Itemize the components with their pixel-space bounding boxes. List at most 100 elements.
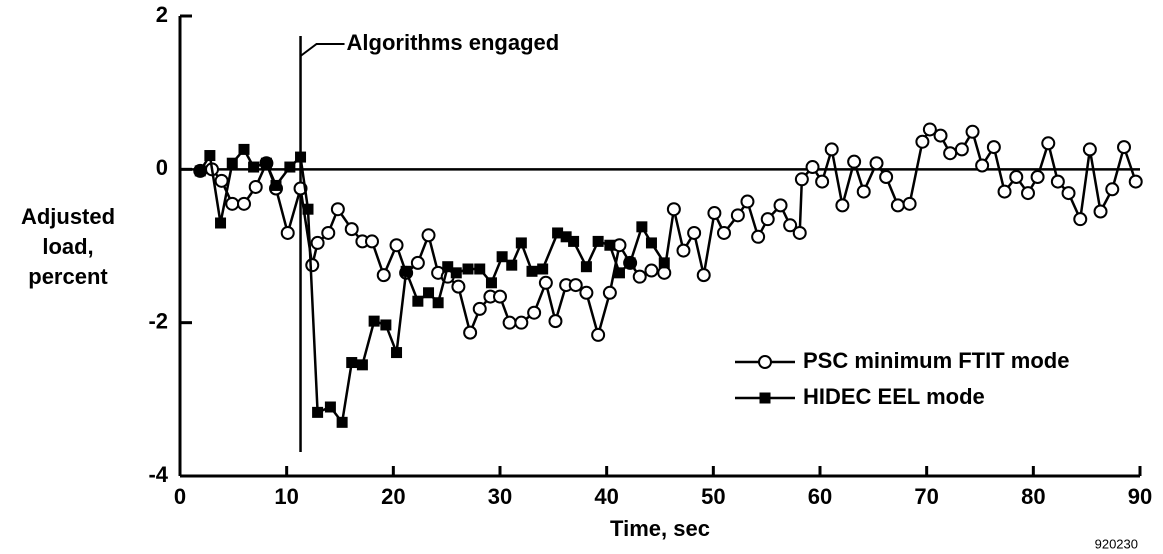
- annotation-text: Algorithms engaged: [347, 30, 560, 55]
- point: [890, 198, 905, 213]
- point: [568, 278, 583, 293]
- point: [537, 263, 549, 275]
- y-axis-label: Adjusted: [21, 204, 115, 229]
- point: [965, 124, 980, 139]
- point: [302, 203, 314, 215]
- point: [391, 347, 403, 359]
- point: [280, 225, 295, 240]
- point: [270, 179, 282, 191]
- point: [666, 202, 681, 217]
- point: [365, 234, 379, 249]
- point: [527, 305, 542, 320]
- point: [560, 231, 572, 243]
- point: [1061, 186, 1076, 201]
- point: [879, 170, 894, 184]
- point: [943, 146, 958, 161]
- point: [760, 212, 775, 227]
- point: [376, 268, 391, 283]
- point: [676, 243, 691, 258]
- point: [1093, 204, 1108, 219]
- point: [915, 134, 930, 149]
- point: [493, 289, 507, 304]
- point: [604, 239, 616, 251]
- point: [450, 267, 462, 279]
- point: [485, 277, 497, 289]
- x-tick-label: 0: [174, 484, 186, 509]
- y-axis-label: load,: [42, 234, 93, 259]
- point: [1117, 140, 1131, 155]
- point: [474, 263, 486, 275]
- point: [548, 314, 563, 329]
- point: [204, 150, 216, 162]
- point: [295, 151, 307, 163]
- point: [238, 143, 250, 155]
- series-line: [200, 127, 1137, 340]
- point: [1105, 182, 1120, 197]
- point: [368, 315, 380, 327]
- point: [463, 325, 478, 340]
- point: [215, 217, 227, 229]
- x-tick-label: 70: [914, 484, 938, 509]
- point: [506, 259, 518, 271]
- point: [410, 255, 425, 270]
- y-axis-label: percent: [28, 264, 108, 289]
- point: [986, 140, 1001, 155]
- point: [773, 198, 788, 213]
- point: [751, 229, 766, 244]
- point: [310, 235, 325, 250]
- point: [740, 194, 755, 209]
- point: [613, 267, 625, 279]
- y-tick-label: 2: [156, 2, 168, 27]
- point: [856, 184, 871, 199]
- point: [305, 258, 320, 273]
- point: [1021, 186, 1035, 201]
- point: [835, 198, 850, 213]
- y-tick-label: -2: [148, 308, 168, 333]
- point: [568, 235, 580, 247]
- point: [579, 285, 594, 300]
- x-tick-label: 60: [808, 484, 832, 509]
- point: [312, 406, 324, 418]
- point: [194, 165, 206, 177]
- point: [514, 315, 529, 330]
- point: [644, 263, 659, 278]
- point: [346, 357, 358, 369]
- point: [824, 142, 839, 157]
- point: [502, 315, 517, 330]
- point: [783, 218, 798, 233]
- point: [380, 319, 392, 331]
- point: [1128, 174, 1143, 189]
- point: [214, 173, 229, 188]
- point: [794, 172, 809, 187]
- point: [602, 285, 617, 300]
- point: [237, 196, 251, 211]
- point: [869, 156, 884, 171]
- point: [400, 265, 412, 277]
- point: [805, 160, 820, 175]
- point: [730, 208, 745, 223]
- point: [954, 142, 969, 157]
- point: [592, 235, 604, 247]
- point: [324, 401, 336, 413]
- point: [344, 222, 359, 237]
- annotation-leader: [299, 43, 345, 57]
- point: [1050, 174, 1065, 189]
- point: [442, 261, 454, 273]
- x-tick-label: 40: [594, 484, 618, 509]
- point: [1073, 212, 1088, 227]
- point: [515, 237, 527, 249]
- point: [1041, 136, 1056, 151]
- point: [423, 287, 435, 299]
- point: [632, 269, 647, 284]
- point: [451, 279, 466, 294]
- point: [412, 295, 424, 307]
- point: [707, 206, 722, 221]
- point: [696, 268, 711, 283]
- point: [933, 128, 948, 143]
- point: [225, 196, 240, 211]
- y-tick-label: -4: [148, 462, 168, 487]
- point: [591, 327, 606, 342]
- point: [421, 228, 436, 243]
- footnote: 920230: [1095, 536, 1138, 551]
